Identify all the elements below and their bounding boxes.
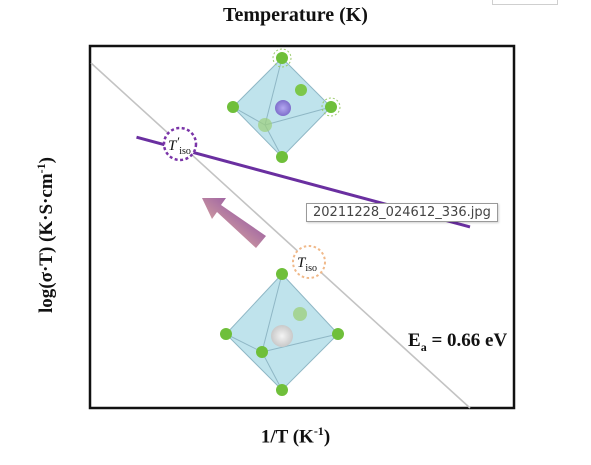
ligand-atom xyxy=(220,328,232,340)
x-axis-label-end: ) xyxy=(323,426,331,448)
tiso-prime-label: T′iso xyxy=(168,134,191,157)
center-atom-upper xyxy=(275,100,291,116)
ligand-atom xyxy=(276,384,288,396)
ligand-atom xyxy=(276,52,288,64)
window-tab-corner xyxy=(492,0,558,5)
x-axis-label: 1/T (K-1) xyxy=(0,424,591,448)
ligand-atom xyxy=(332,328,344,340)
filename-tooltip: 20211228_024612_336.jpg xyxy=(306,203,498,222)
center-atom-lower xyxy=(271,325,293,347)
top-axis-title: Temperature (K) xyxy=(223,4,368,26)
ligand-atom xyxy=(227,101,239,113)
octahedron-upper-edge-back xyxy=(264,57,283,126)
tiso-prime-mark: ′ xyxy=(176,134,179,149)
tiso-marker: Tiso xyxy=(292,245,326,279)
activation-energy-sub: a xyxy=(421,340,427,354)
ligand-atom xyxy=(276,268,288,280)
activation-energy-value: = 0.66 eV xyxy=(427,330,508,351)
tiso-prime-sub: iso xyxy=(179,146,191,157)
ligand-atom xyxy=(325,101,337,113)
octahedron-upper-edge-back xyxy=(264,106,332,126)
octahedron-lower-edge-back xyxy=(261,273,283,353)
octahedron-lower-edge-back xyxy=(261,333,339,353)
ligand-atom xyxy=(293,307,307,321)
octahedron-lower-edge-back xyxy=(261,351,283,391)
series-line-gray xyxy=(90,62,471,409)
octahedron-lower xyxy=(220,268,344,396)
x-axis-label-sup: -1 xyxy=(313,424,324,438)
tiso-main: T xyxy=(297,255,307,271)
activation-energy-label: Ea = 0.66 eV xyxy=(408,330,507,354)
octahedron-upper xyxy=(227,48,341,163)
ligand-atom xyxy=(276,151,288,163)
ligand-atom xyxy=(256,346,268,358)
tiso-label: Tiso xyxy=(297,255,317,274)
tiso-prime-main: T xyxy=(168,138,178,154)
migration-arrow xyxy=(202,198,266,248)
tiso-sub: iso xyxy=(305,263,317,274)
activation-energy-main: E xyxy=(408,330,421,351)
ligand-halo xyxy=(272,48,292,68)
octahedron-lower-edge-back xyxy=(225,333,263,353)
ligand-atom xyxy=(295,84,307,96)
arrow-shape xyxy=(202,198,266,248)
x-axis-label-main: 1/T (K xyxy=(260,426,314,448)
tiso-circle xyxy=(292,245,326,279)
tiso-prime-marker: T′iso xyxy=(162,126,198,162)
ligand-atom xyxy=(258,118,272,132)
ligand-halo xyxy=(321,97,341,117)
tiso-prime-circle xyxy=(162,126,198,162)
